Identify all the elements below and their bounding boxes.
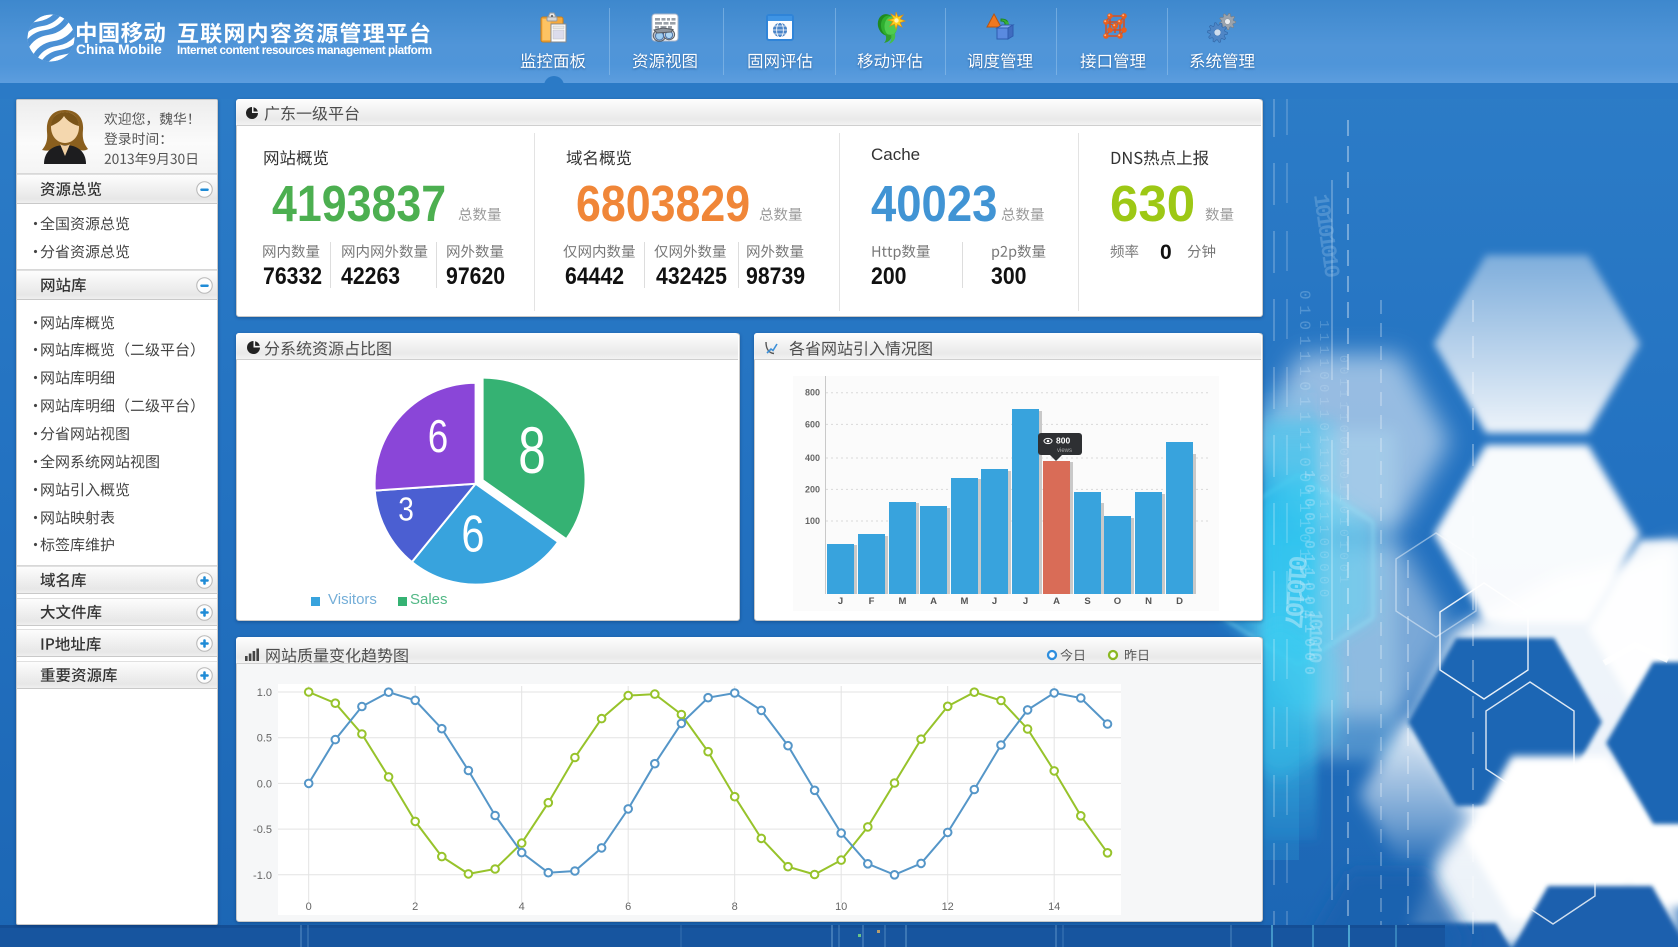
svg-text:views: views — [1057, 448, 1072, 454]
svg-text:12: 12 — [942, 901, 954, 913]
svg-text:1 0 0 0 0 0 1 1 0 0 1 1 0 0 0: 1 0 0 0 0 0 1 1 0 0 1 1 0 0 0 — [1300, 470, 1317, 675]
svg-text:1 1 1 1 0 0 1 1 0 1 1 1 0 1 1: 1 1 1 1 0 0 1 1 0 1 1 1 0 1 1 1 1 0 0 0 … — [1315, 320, 1331, 597]
svg-text:010107: 010107 — [1277, 554, 1312, 628]
svg-text:2: 2 — [412, 901, 418, 913]
svg-text:A: A — [930, 596, 937, 607]
svg-text:0: 0 — [306, 901, 312, 913]
svg-text:0.0: 0.0 — [257, 778, 272, 790]
svg-text:800: 800 — [805, 388, 820, 398]
svg-text:14: 14 — [1048, 901, 1060, 913]
svg-text:10: 10 — [835, 901, 847, 913]
svg-text:0.5: 0.5 — [257, 733, 272, 745]
svg-text:O: O — [1114, 596, 1121, 607]
svg-text:M: M — [961, 596, 969, 607]
svg-text:F: F — [869, 596, 875, 607]
svg-text:J: J — [838, 596, 843, 607]
svg-text:0 0 1 1 1 1 0 0 0 0 0 1 1 0 1: 0 0 1 1 1 1 0 0 0 0 0 1 1 0 1 0 1 0 0 1 — [1336, 355, 1351, 583]
svg-text:101010: 101010 — [1303, 610, 1326, 663]
svg-text:100: 100 — [805, 516, 820, 526]
svg-text:1.0: 1.0 — [257, 687, 272, 699]
svg-text:400: 400 — [805, 453, 820, 463]
svg-text:800: 800 — [1056, 436, 1070, 446]
svg-text:-1.0: -1.0 — [253, 870, 272, 882]
svg-text:N: N — [1145, 596, 1152, 607]
svg-text:-0.5: -0.5 — [253, 824, 272, 836]
svg-text:600: 600 — [805, 419, 820, 429]
svg-text:A: A — [1053, 596, 1060, 607]
svg-text:8: 8 — [732, 901, 738, 913]
svg-text:6: 6 — [625, 901, 631, 913]
svg-text:200: 200 — [805, 484, 820, 494]
svg-text:0 1 0 1 1 1 0 1 1 1 1 0 0 1 1: 0 1 0 1 1 1 0 1 1 1 1 0 0 1 1 1 0 1 1 1 … — [1295, 290, 1313, 618]
svg-text:J: J — [1023, 596, 1028, 607]
svg-text:S: S — [1084, 596, 1090, 607]
svg-text:M: M — [899, 596, 907, 607]
svg-text:D: D — [1176, 596, 1183, 607]
svg-text:J: J — [992, 596, 997, 607]
svg-text:4: 4 — [519, 901, 525, 913]
